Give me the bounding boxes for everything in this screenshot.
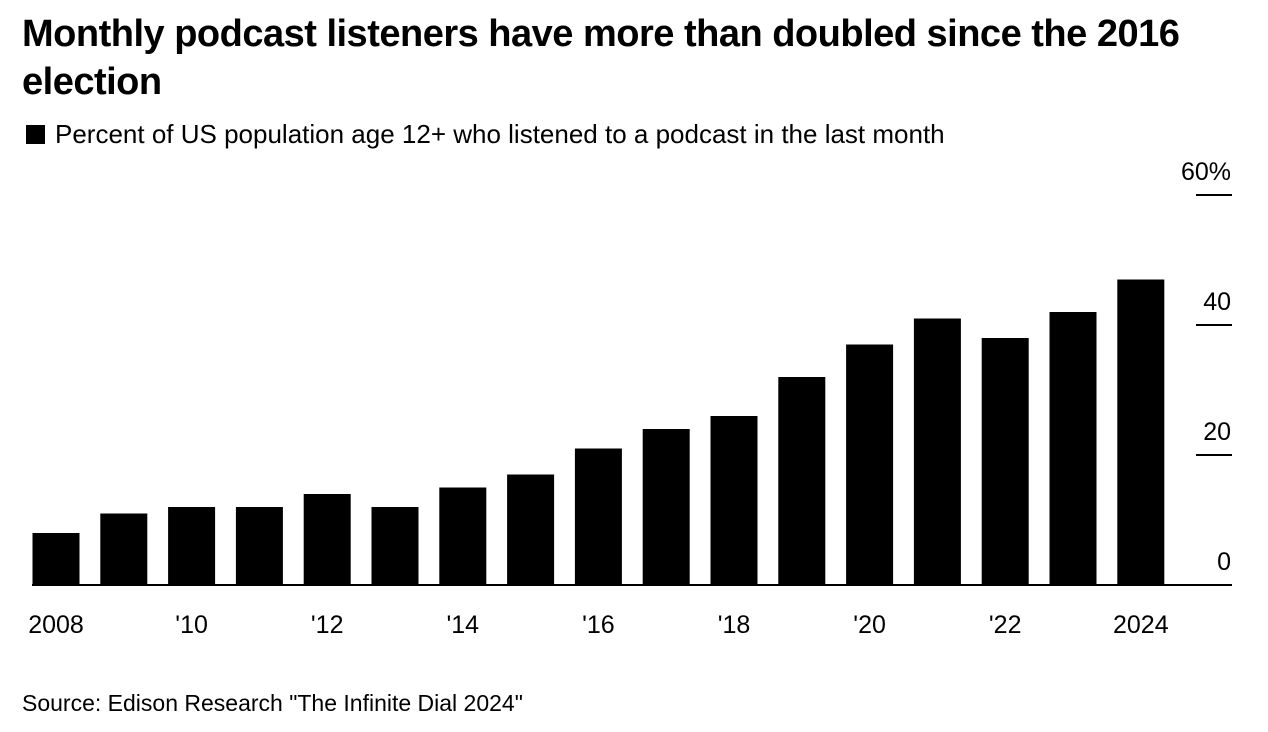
bar-2013 (371, 507, 419, 585)
bar-2014 (439, 487, 487, 585)
bar-2024 (1117, 279, 1165, 585)
x-tick-label: '22 (989, 611, 1022, 639)
bar-2008 (32, 533, 80, 585)
x-tick-label: '18 (718, 611, 751, 639)
bar-2022 (981, 338, 1029, 585)
y-axis: 0 20 40 60% (1181, 158, 1232, 576)
x-tick-label: '12 (311, 611, 344, 639)
legend-swatch (26, 124, 45, 144)
bar-2012 (303, 494, 351, 585)
y-tick-label: 60% (1181, 158, 1231, 186)
legend-label: Percent of US population age 12+ who lis… (55, 118, 945, 149)
y-tick-label: 20 (1203, 418, 1231, 446)
bar-2016 (574, 448, 622, 585)
bar-2021 (913, 318, 961, 585)
x-tick-label: '20 (853, 611, 886, 639)
bar-2023 (1049, 312, 1097, 585)
bar-2011 (235, 507, 283, 585)
legend: Percent of US population age 12+ who lis… (26, 117, 945, 151)
y-tick-label: 0 (1217, 548, 1231, 576)
bar-2015 (507, 474, 555, 585)
x-tick-label: 2008 (28, 611, 84, 639)
x-tick-label: '10 (175, 611, 208, 639)
bar-2019 (778, 377, 826, 585)
bar-2018 (710, 416, 758, 585)
bar-2009 (100, 513, 148, 585)
x-axis: 2008 '10 '12 '14 '16 '18 '20 '22 2024 (28, 584, 1232, 639)
bar-2010 (168, 507, 216, 585)
x-tick-label: '14 (447, 611, 480, 639)
source-note: Source: Edison Research "The Infinite Di… (22, 690, 523, 716)
bar-2017 (642, 429, 690, 585)
y-tick-label: 40 (1203, 288, 1231, 316)
bar-2020 (846, 344, 894, 585)
x-tick-label: '16 (582, 611, 615, 639)
chart-title: Monthly podcast listeners have more than… (22, 13, 1180, 103)
x-tick-label: 2024 (1113, 611, 1169, 639)
bars (32, 279, 1165, 585)
